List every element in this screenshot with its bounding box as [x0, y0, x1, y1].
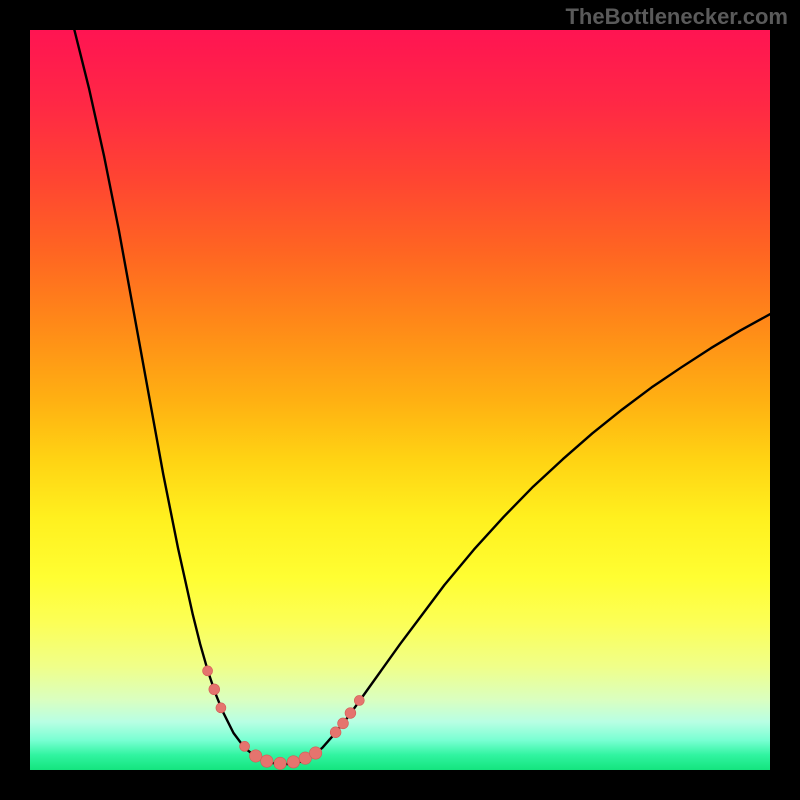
- data-marker: [354, 695, 364, 705]
- data-marker: [261, 755, 273, 767]
- data-marker: [309, 747, 321, 759]
- data-marker: [216, 703, 226, 713]
- data-marker: [345, 708, 356, 719]
- chart-stage: TheBottlenecker.com: [0, 0, 800, 800]
- data-marker: [287, 756, 299, 768]
- data-marker: [240, 741, 250, 751]
- data-marker: [203, 666, 213, 676]
- data-marker: [250, 750, 262, 762]
- data-marker: [209, 684, 220, 695]
- data-marker: [338, 718, 349, 729]
- chart-svg: [0, 0, 800, 800]
- data-marker: [274, 757, 286, 769]
- data-marker: [330, 727, 341, 738]
- plot-area: [30, 30, 770, 770]
